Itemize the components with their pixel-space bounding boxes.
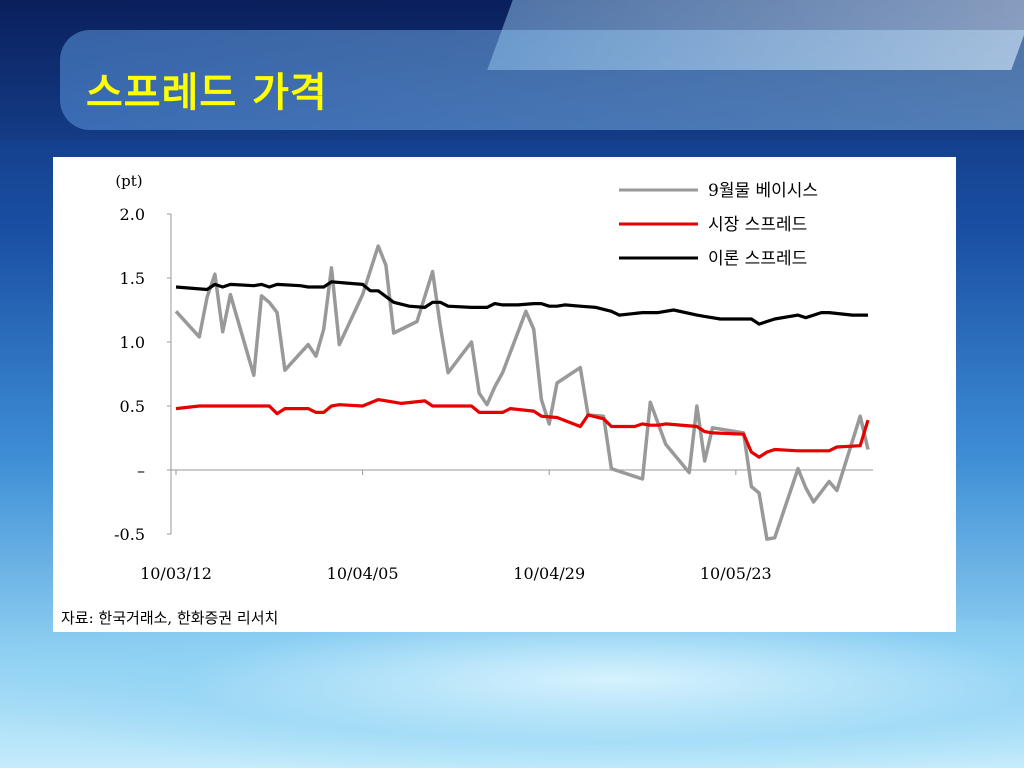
x-tick-label: 10/05/23 <box>700 564 772 583</box>
x-tick-label: 10/04/05 <box>327 564 399 583</box>
x-tick-label: 10/04/29 <box>513 564 585 583</box>
y-tick-label: 1.0 <box>120 333 145 352</box>
y-tick-label: 1.5 <box>120 269 145 288</box>
y-tick-label: 0.5 <box>120 397 145 416</box>
y-tick-label: – <box>137 461 145 480</box>
line-chart: 2.0 1.5 1.0 0.5 – -0.5 (pt) 10/03/12 10/04/05 10/… <box>114 172 873 583</box>
series-line-2 <box>175 398 870 459</box>
series-line-3 <box>175 280 868 326</box>
background-glow <box>0 620 1024 768</box>
legend-label-2: 시장 스프레드 <box>708 215 807 235</box>
legend-label-1: 9월물 베이시스 <box>708 181 818 201</box>
source-note: 자료: 한국거래소, 한화증권 리서치 <box>61 609 279 627</box>
series-line-1 <box>174 244 870 541</box>
y-unit-label: (pt) <box>115 172 142 190</box>
chart-panel: 2.0 1.5 1.0 0.5 – -0.5 (pt) 10/03/12 10/04/05 10/… <box>53 157 956 632</box>
x-tick-label: 10/03/12 <box>140 564 212 583</box>
y-tick-label: -0.5 <box>114 525 145 544</box>
y-tick-label: 2.0 <box>120 205 145 224</box>
background-highlight <box>487 0 1024 70</box>
slide-title: 스프레드 가격 <box>86 70 328 116</box>
legend-label-3: 이론 스프레드 <box>708 249 807 269</box>
